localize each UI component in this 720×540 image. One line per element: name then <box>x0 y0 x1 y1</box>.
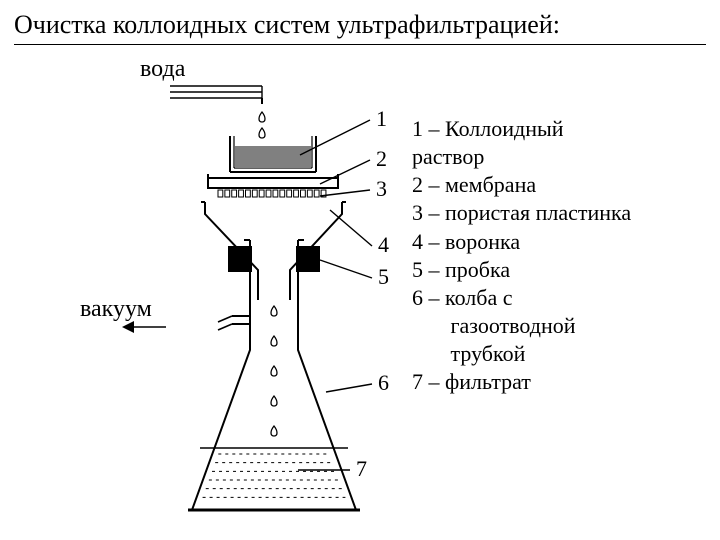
callout-5: 5 <box>378 264 389 289</box>
callout-2: 2 <box>376 146 387 171</box>
callout-3: 3 <box>376 176 387 201</box>
callout-4: 4 <box>378 232 389 257</box>
callout-6: 6 <box>378 370 389 395</box>
apparatus-diagram: 1 2 3 4 5 6 7 <box>0 0 720 540</box>
callout-7: 7 <box>356 456 367 481</box>
callout-1: 1 <box>376 106 387 131</box>
